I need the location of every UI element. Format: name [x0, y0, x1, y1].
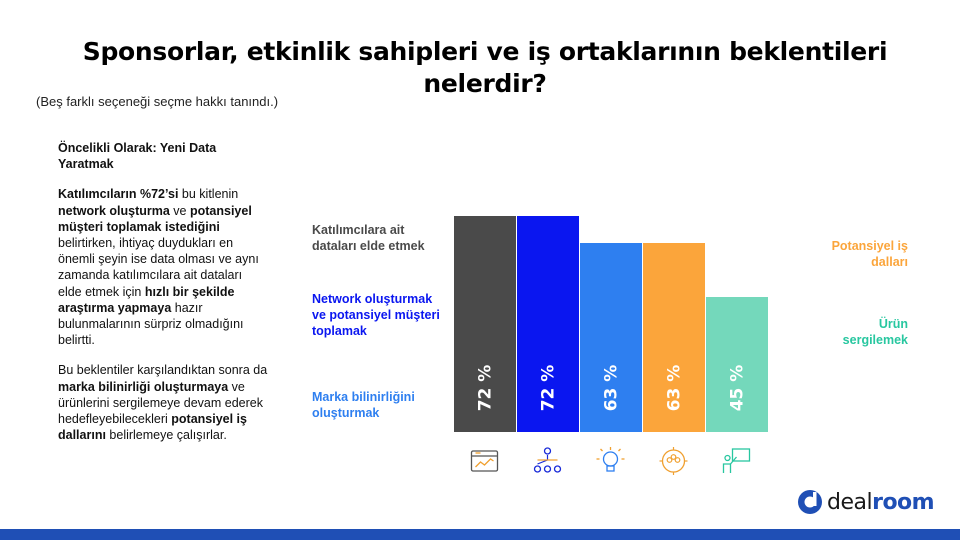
label-network: Network oluşturmak ve potansiyel müşteri…: [312, 292, 440, 338]
bar-5: [706, 297, 768, 432]
summary-p2-segment: ve ürünlerini sergilemeye devam ederek h…: [58, 379, 263, 427]
summary-p1-segment: potansiyel müşteri toplamak istediğini: [58, 203, 252, 234]
lightbulb-icon: [596, 447, 625, 472]
bar-chart: 72 % 72 % 63 % 63 % 45 %: [454, 216, 768, 475]
summary-paragraph-1: Katılımcıların %72’si bu kitlenin networ…: [58, 186, 268, 348]
bar-2: [517, 216, 579, 432]
label-data: Katılımcılara ait dataları elde etmek: [312, 223, 425, 253]
bar-value-label-4: 63 %: [665, 365, 685, 412]
summary-p2-segment: Bu beklentiler karşılandıktan sonra da: [58, 363, 268, 378]
target-group-icon: [659, 447, 688, 475]
summary-p1-segment: hızlı bir şekilde araştırma yapmaya: [58, 284, 235, 315]
page-subtitle: (Beş farklı seçeneği seçme hakkı tanındı…: [36, 94, 279, 109]
summary-p1-segment: bu kitlenin: [178, 187, 239, 202]
bar-value-label-1: 72 %: [476, 365, 496, 412]
summary-p2-segment: marka bilinirliği oluşturmaya: [58, 379, 229, 394]
bar-1: [454, 216, 516, 432]
summary-p1-segment: ve: [169, 203, 190, 218]
bar-value-label-3: 63 %: [602, 365, 622, 412]
bar-3: [580, 243, 642, 432]
bar-value-label-2: 72 %: [539, 365, 559, 412]
network-people-icon: [533, 447, 562, 473]
dealroom-logo-icon: [798, 490, 822, 514]
label-brand: Marka bilinirliğini oluşturmak: [312, 390, 415, 420]
presentation-icon: [722, 448, 751, 473]
dealroom-logo: dealroom: [797, 489, 935, 515]
chart-board-icon: [470, 450, 499, 472]
bar-value-label-5: 45 %: [728, 365, 748, 412]
bottom-accent-bar: [0, 529, 960, 540]
summary-text: Öncelikli Olarak: Yeni Data Yaratmak Kat…: [58, 140, 268, 457]
summary-p1-segment: network oluşturma: [58, 203, 170, 218]
summary-paragraph-2: Bu beklentiler karşılandıktan sonra da m…: [58, 362, 268, 443]
label-product: Ürün sergilemek: [842, 317, 908, 347]
summary-heading: Öncelikli Olarak: Yeni Data Yaratmak: [58, 141, 217, 172]
summary-p1-segment: Katılımcıların %72’si: [58, 187, 179, 202]
summary-p1-segment: belirtirken, ihtiyaç duydukları en öneml…: [58, 236, 259, 299]
label-business: Potansiyel iş dalları: [831, 239, 908, 269]
summary-p2-segment: potansiyel iş dallarını: [58, 412, 247, 443]
bar-4: [643, 243, 705, 432]
summary-p2-segment: belirlemeye çalışırlar.: [105, 428, 227, 443]
dealroom-logo-text: dealroom: [827, 489, 935, 515]
page-title: Sponsorlar, etkinlik sahipleri ve iş ort…: [82, 37, 888, 98]
summary-p1-segment: hazır bulunmalarının sürpriz olmadığını …: [58, 300, 244, 348]
